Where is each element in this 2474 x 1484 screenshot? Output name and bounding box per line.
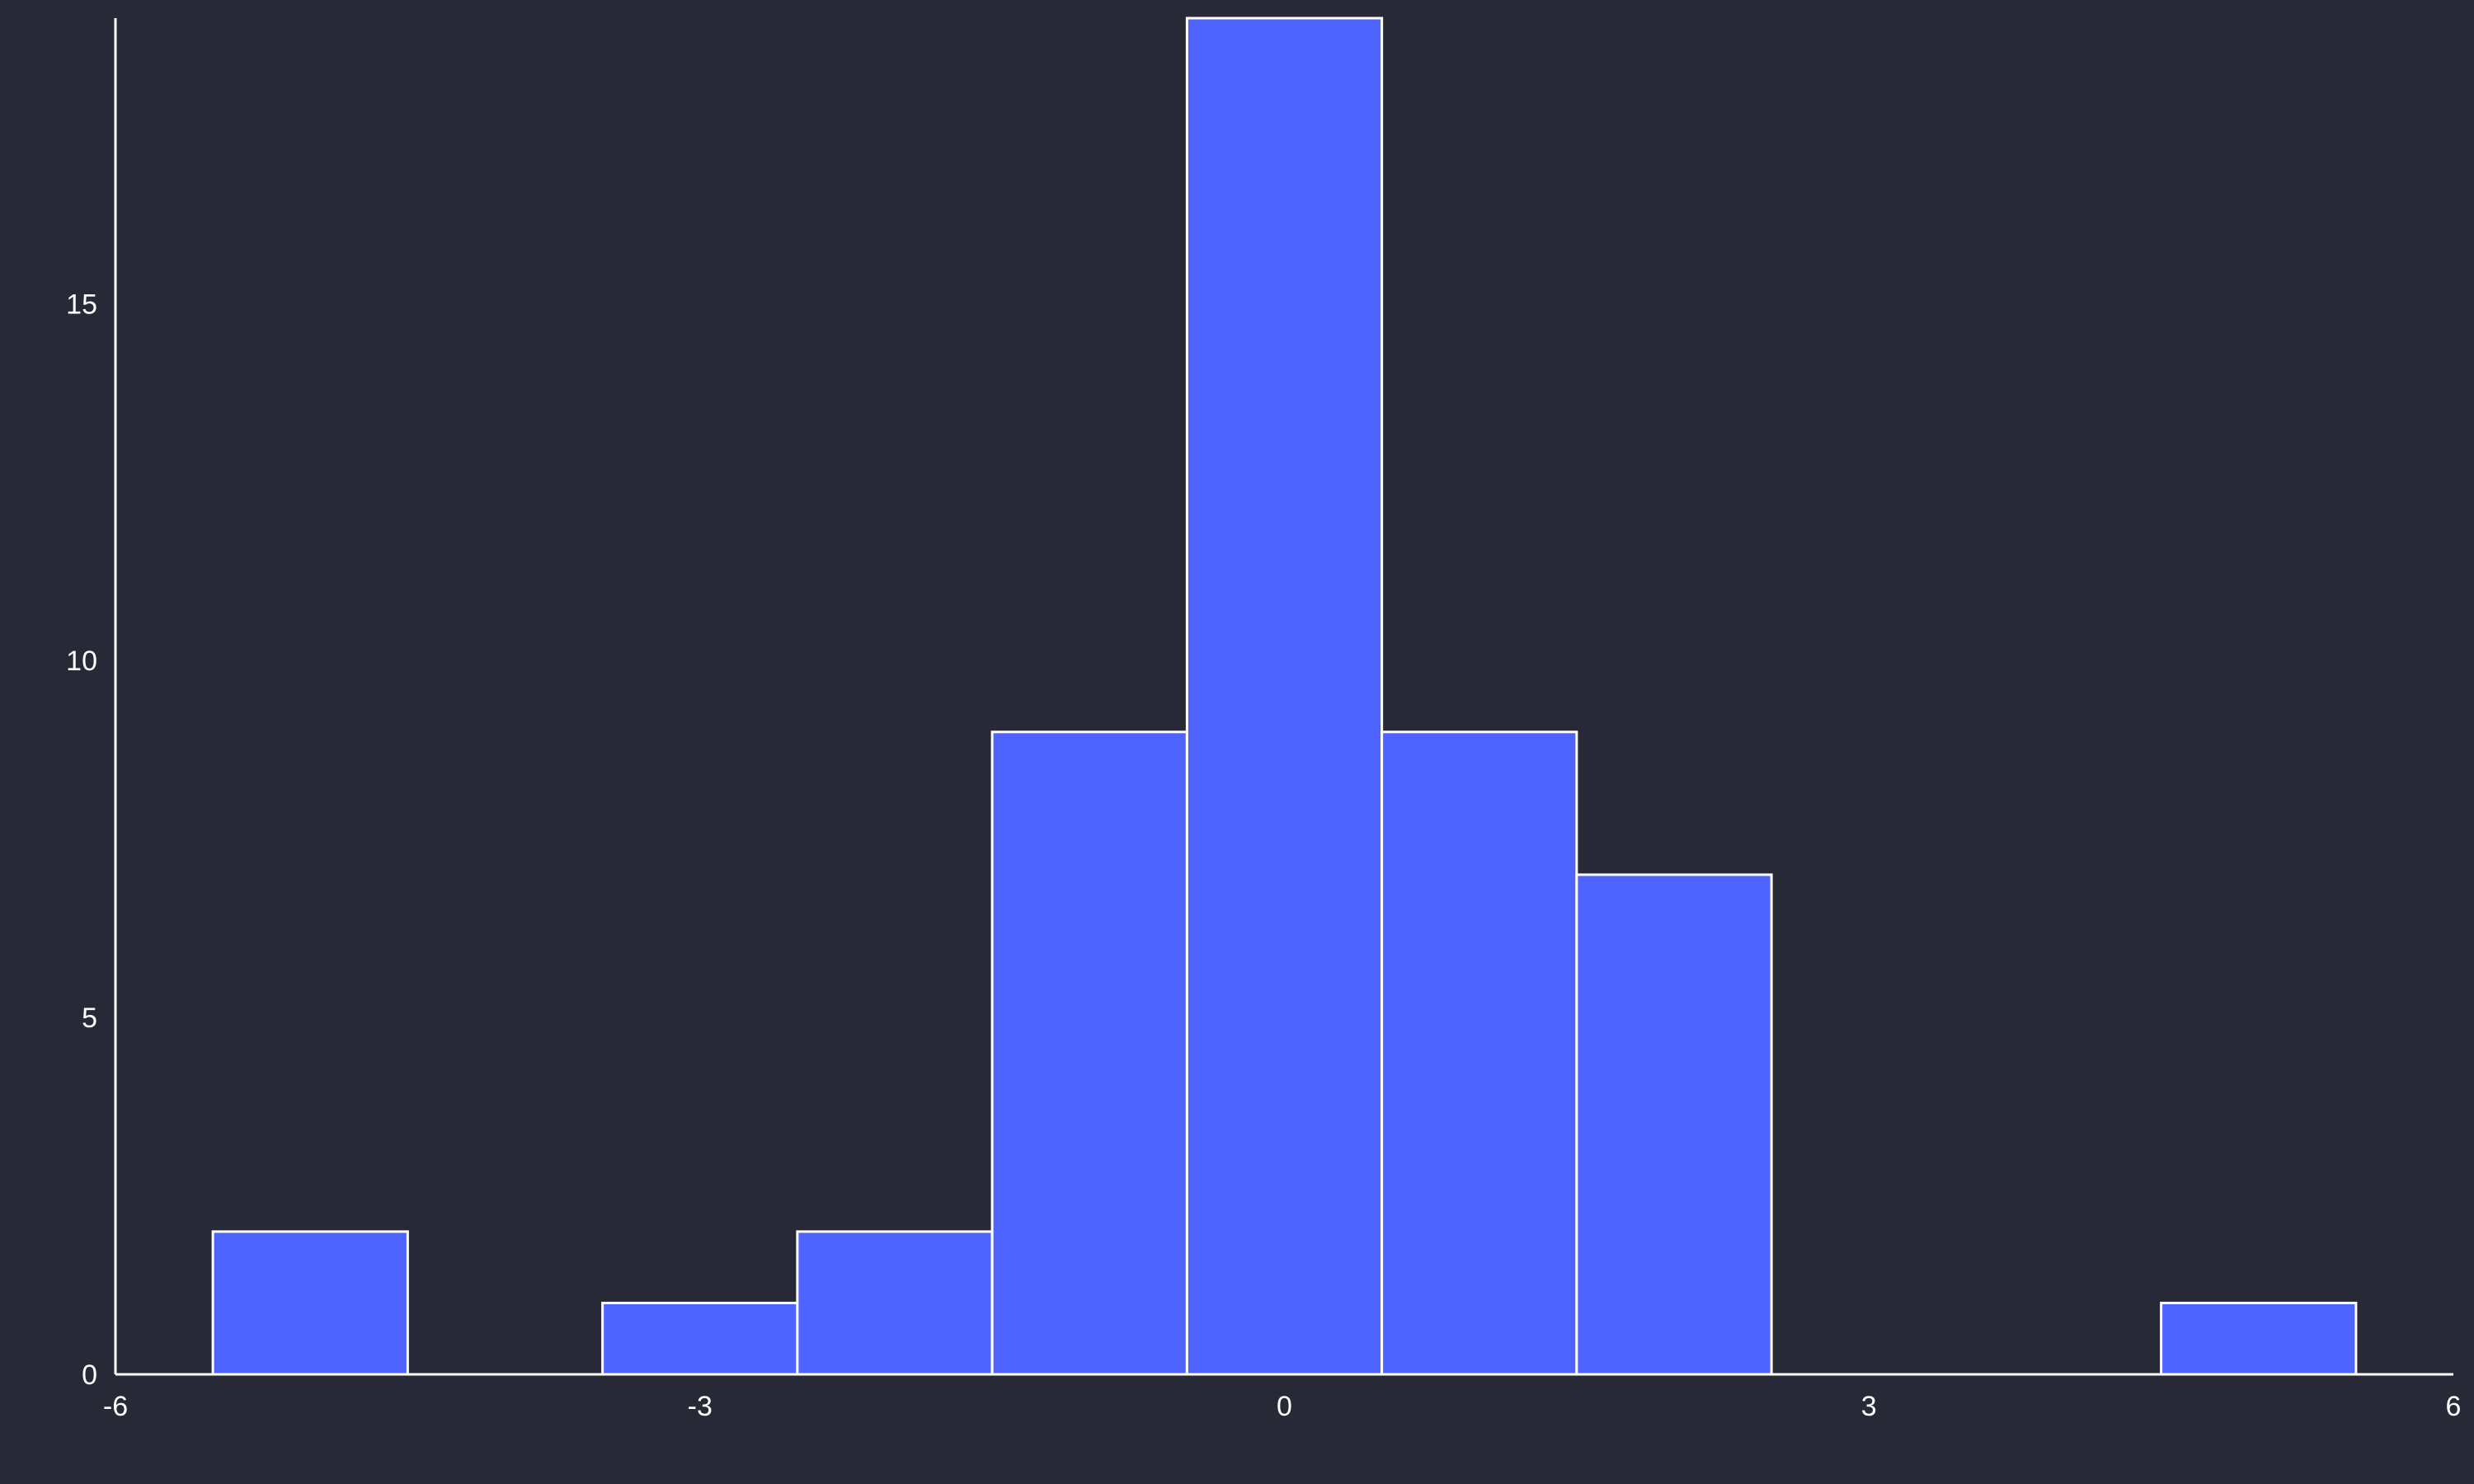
y-tick-label: 15 <box>66 289 97 320</box>
histogram-bar <box>1185 16 1384 1376</box>
histogram-bar <box>1380 730 1578 1376</box>
x-tick-label: 3 <box>1861 1391 1877 1422</box>
histogram-bar <box>2160 1301 2358 1376</box>
x-tick-label: 6 <box>2446 1391 2462 1422</box>
y-tick-labels: 0 5 10 15 <box>66 289 97 1391</box>
histogram-bar <box>796 1230 994 1376</box>
histogram-bar <box>211 1230 409 1376</box>
x-tick-labels: -6 -3 0 3 6 <box>103 1391 2462 1422</box>
histogram-bar <box>601 1301 799 1376</box>
y-tick-label: 10 <box>66 646 97 677</box>
y-tick-label: 5 <box>82 1003 97 1034</box>
x-tick-label: -6 <box>103 1391 128 1422</box>
y-tick-label: 0 <box>82 1360 97 1391</box>
histogram-bar <box>990 730 1188 1376</box>
histogram-bar <box>1575 873 1773 1376</box>
x-tick-label: 0 <box>1277 1391 1292 1422</box>
bars-layer <box>211 16 2358 1376</box>
x-tick-label: -3 <box>688 1391 713 1422</box>
